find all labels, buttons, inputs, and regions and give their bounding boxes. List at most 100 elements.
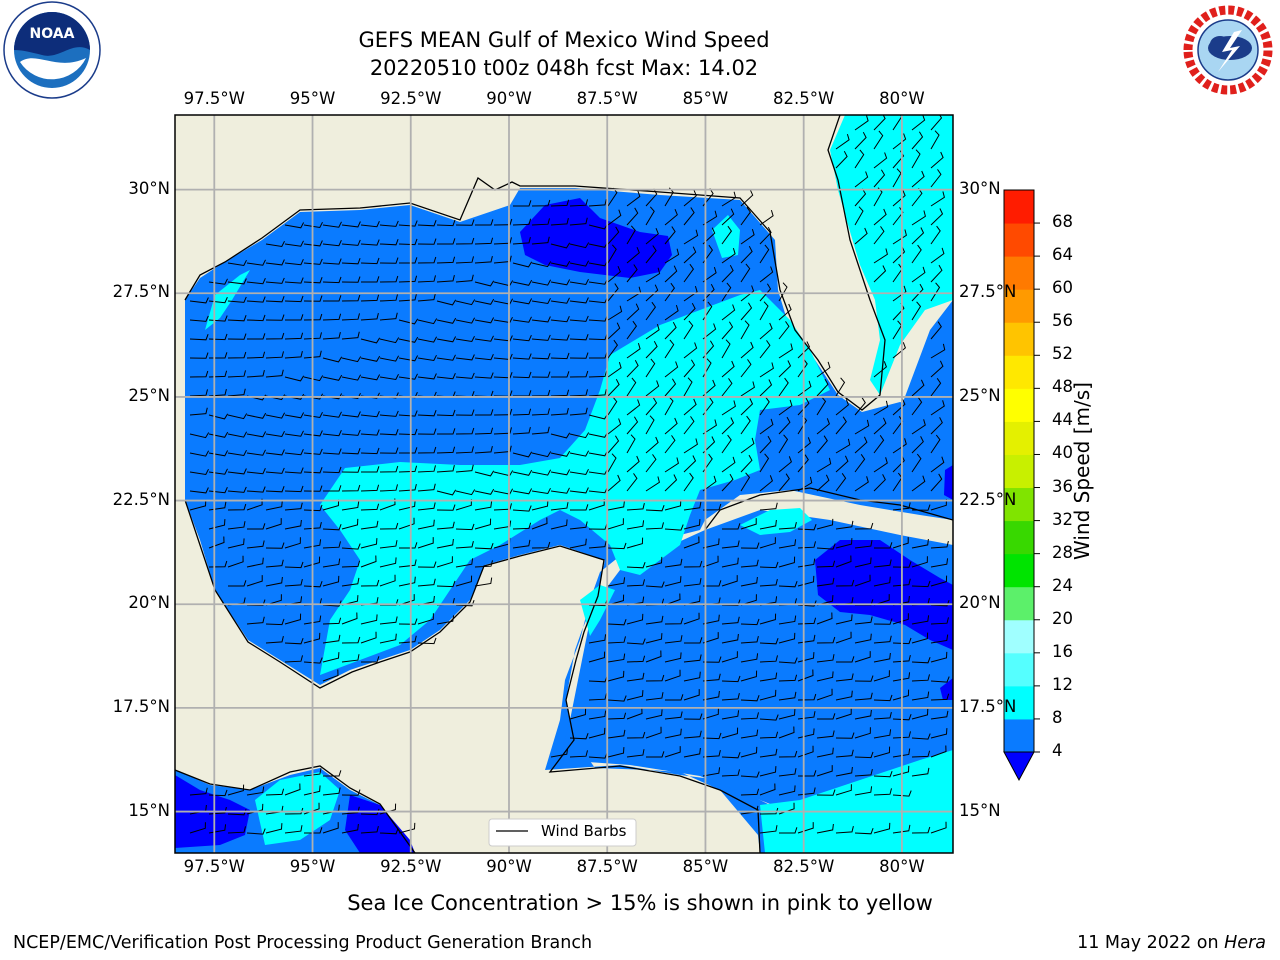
- wind-barb: [740, 542, 760, 549]
- wind-barb: [265, 332, 285, 340]
- wind-barb: [607, 712, 627, 720]
- wind-barb: [816, 688, 833, 701]
- wind-barb: [303, 277, 323, 284]
- wind-barb: [664, 361, 679, 378]
- wind-barb: [816, 457, 832, 473]
- wind-barb: [854, 397, 866, 416]
- wind-barb: [873, 652, 891, 663]
- wind-barb: [303, 657, 323, 664]
- wind-barb: [683, 713, 703, 720]
- wind-barb: [550, 217, 569, 226]
- wind-barb: [892, 168, 902, 188]
- lat-tick-label: 15°N: [959, 800, 1001, 820]
- wind-barb: [493, 408, 513, 416]
- wind-barb: [303, 539, 322, 549]
- wind-barb: [227, 468, 247, 475]
- wind-barb: [645, 245, 657, 264]
- wind-barb: [816, 612, 833, 625]
- wind-barb: [911, 657, 931, 664]
- wind-barb: [664, 576, 682, 587]
- wind-barb: [436, 489, 457, 496]
- wind-barb: [588, 634, 607, 644]
- wind-barb: [607, 339, 619, 359]
- wind-barb: [645, 415, 655, 435]
- wind-barb: [684, 637, 703, 644]
- wind-barb: [778, 399, 793, 416]
- wind-barb: [398, 318, 419, 325]
- wind-barb: [873, 457, 888, 473]
- wind-barb: [683, 207, 695, 226]
- wind-barb: [702, 538, 720, 549]
- wind-barb: [531, 469, 552, 476]
- wind-barb: [569, 389, 588, 397]
- wind-barb: [702, 323, 717, 340]
- wind-barb: [247, 333, 266, 340]
- wind-barb: [702, 656, 722, 663]
- wind-barb: [360, 312, 379, 321]
- wind-barb: [569, 521, 588, 530]
- wind-barb: [721, 264, 734, 283]
- map-area: [175, 115, 953, 853]
- wind-barb: [360, 484, 380, 492]
- wind-barb: [854, 786, 873, 796]
- wind-barb: [189, 432, 210, 439]
- wind-barb: [911, 767, 930, 777]
- wind-barb: [607, 322, 621, 340]
- wind-barb: [360, 429, 380, 436]
- wind-barb: [626, 303, 640, 321]
- colorbar-title: Wind Speed [m/s]: [1070, 382, 1094, 560]
- wind-barb: [474, 501, 493, 511]
- wind-barb: [892, 133, 907, 150]
- wind-barb: [892, 824, 911, 834]
- wind-barb: [398, 293, 417, 302]
- wind-barb: [227, 431, 248, 438]
- wind-barb: [664, 321, 677, 340]
- wind-barb: [854, 557, 872, 568]
- wind-barb: [835, 784, 852, 796]
- wind-barb: [303, 258, 323, 265]
- wind-barb: [892, 207, 904, 226]
- wind-barb: [493, 335, 513, 342]
- wind-12ms-region-yucatan: [580, 585, 615, 636]
- wind-barb: [930, 821, 947, 834]
- wind-barb: [911, 504, 931, 511]
- wind-barb: [759, 689, 777, 701]
- wind-barb: [512, 408, 532, 416]
- wind-barb: [797, 437, 811, 454]
- wind-barb: [417, 318, 438, 325]
- wind-barb: [626, 655, 646, 663]
- wind-barb: [683, 246, 697, 264]
- wind-barb: [398, 483, 417, 492]
- colorbar-segment: [1004, 454, 1034, 489]
- wind-barb: [455, 464, 474, 473]
- lon-tick-label: 82.5°W: [773, 89, 835, 108]
- wind-barb: [246, 259, 266, 266]
- wind-barb: [284, 561, 304, 569]
- wind-barb: [645, 454, 657, 473]
- wind-barb: [379, 373, 399, 381]
- wind-barb: [778, 768, 797, 777]
- wind-barb: [854, 540, 873, 549]
- wind-barb: [645, 476, 660, 492]
- wind-barb: [455, 523, 475, 531]
- wind-barb: [341, 276, 361, 283]
- wind-barb: [455, 409, 475, 416]
- wind-barb: [361, 466, 380, 473]
- wind-barb: [930, 617, 949, 625]
- wind-barb: [892, 689, 910, 701]
- wind-barb: [379, 522, 399, 530]
- wind-barb: [759, 475, 773, 492]
- wind-barb: [284, 485, 304, 493]
- wind-barb: [227, 521, 246, 530]
- noaa-logo: NOAA: [2, 0, 102, 100]
- wind-barb: [797, 341, 811, 359]
- wind-barb: [303, 350, 322, 359]
- wind-barb: [437, 238, 456, 245]
- wind-barb: [360, 294, 380, 302]
- wind-barb: [474, 577, 493, 587]
- wind-barb: [626, 579, 645, 587]
- wind-12ms-region-gulf-west: [205, 270, 250, 330]
- wind-barb: [322, 822, 339, 834]
- wind-barb: [911, 733, 931, 740]
- wind-barb: [303, 430, 323, 437]
